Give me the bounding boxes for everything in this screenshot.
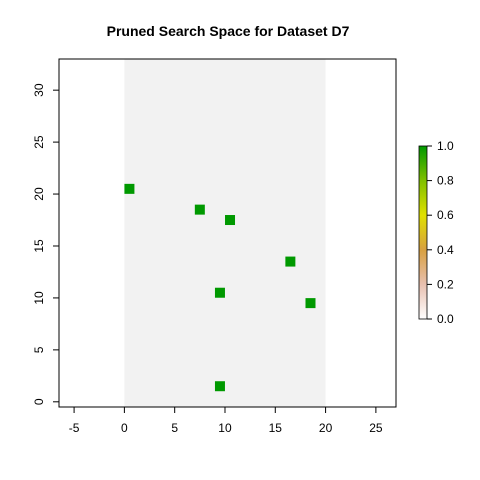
y-tick-label-6: 30 xyxy=(32,83,46,97)
x-tick-label-5: 20 xyxy=(319,421,333,435)
y-tick-label-0: 0 xyxy=(32,398,46,405)
data-point-0 xyxy=(124,183,135,194)
colorbar-tick-label-4: 0.8 xyxy=(437,174,454,188)
x-tick-label-6: 25 xyxy=(369,421,383,435)
colorbar-gradient xyxy=(418,145,428,320)
x-tick-label-3: 10 xyxy=(218,421,232,435)
colorbar-tick-label-5: 1.0 xyxy=(437,139,454,153)
data-point-1 xyxy=(194,204,205,215)
x-tick-label-1: 0 xyxy=(121,421,128,435)
colorbar-tick-label-2: 0.4 xyxy=(437,243,454,257)
plot-area xyxy=(124,59,326,407)
colorbar-tick-label-3: 0.6 xyxy=(437,208,454,222)
chart-title: Pruned Search Space for Dataset D7 xyxy=(107,23,350,39)
data-point-6 xyxy=(214,381,225,392)
data-point-2 xyxy=(225,215,236,226)
y-tick-label-5: 25 xyxy=(32,135,46,149)
y-tick-label-1: 5 xyxy=(32,346,46,353)
colorbar: 0.0 0.2 0.4 0.6 0.8 1.0 xyxy=(418,139,454,326)
colorbar-ticks: 0.0 0.2 0.4 0.6 0.8 1.0 xyxy=(427,139,454,326)
x-tick-label-4: 15 xyxy=(269,421,283,435)
x-tick-label-2: 5 xyxy=(171,421,178,435)
shaded-region xyxy=(124,59,326,407)
y-tick-label-3: 15 xyxy=(32,239,46,253)
data-point-4 xyxy=(214,287,225,298)
y-tick-label-4: 20 xyxy=(32,187,46,201)
data-point-5 xyxy=(305,298,316,309)
data-point-3 xyxy=(285,256,296,267)
y-tick-label-2: 10 xyxy=(32,291,46,305)
axes: -5 0 5 10 15 20 25 0 5 10 15 20 25 30 xyxy=(32,58,397,435)
plot-frame xyxy=(58,58,397,408)
colorbar-tick-label-1: 0.2 xyxy=(437,277,454,291)
x-tick-label-0: -5 xyxy=(69,421,80,435)
colorbar-tick-label-0: 0.0 xyxy=(437,312,454,326)
